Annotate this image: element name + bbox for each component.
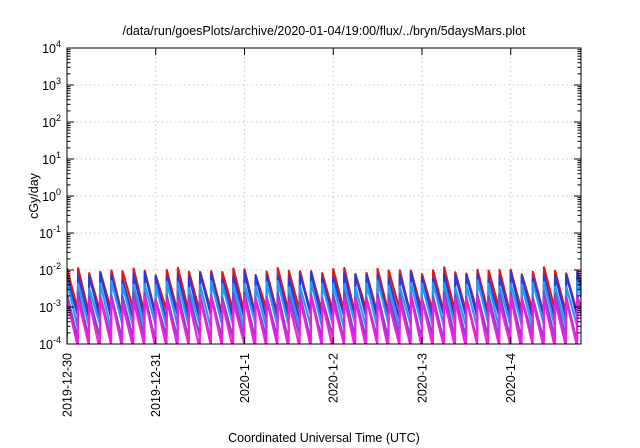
y-tick-label: 102: [42, 113, 61, 130]
y-tick-exponent: 0: [56, 187, 61, 197]
y-tick-base: 10: [39, 227, 53, 241]
y-tick-base: 10: [42, 42, 56, 56]
ticks: [66, 47, 581, 345]
x-tick-label: 2020-1-1: [238, 353, 252, 403]
y-tick-exponent: -4: [53, 335, 61, 345]
y-tick-label: 103: [42, 76, 61, 93]
y-tick-base: 10: [39, 338, 53, 352]
y-tick-base: 10: [42, 116, 56, 130]
y-tick-label: 10-1: [39, 224, 61, 241]
y-tick-label: 100: [42, 187, 61, 204]
series-group: [67, 266, 581, 344]
x-tick-label: 2020-1-2: [327, 353, 341, 403]
y-tick-base: 10: [39, 301, 53, 315]
y-tick-exponent: 3: [56, 76, 61, 86]
y-tick-label: 101: [42, 150, 61, 167]
y-tick-exponent: 2: [56, 113, 61, 123]
y-axis-label: cGy/day: [27, 172, 41, 219]
x-tick-labels: 2019-12-30 2019-12-31 2020-1-1 2020-1-2 2020…: [61, 353, 519, 417]
y-tick-label: 10-2: [39, 261, 61, 278]
y-tick-exponent: -1: [53, 224, 61, 234]
y-tick-exponent: 4: [56, 39, 61, 49]
x-tick-label: 2020-1-4: [504, 353, 518, 403]
y-tick-label: 104: [42, 39, 61, 56]
x-tick-label: 2019-12-31: [149, 353, 163, 417]
y-tick-label: 10-3: [39, 298, 61, 315]
y-tick-exponent: 1: [56, 150, 61, 160]
y-tick-base: 10: [42, 79, 56, 93]
x-axis-label: Coordinated Universal Time (UTC): [228, 431, 420, 445]
grid: [67, 48, 581, 344]
y-tick-base: 10: [42, 153, 56, 167]
series-line-5: [67, 294, 581, 344]
x-tick-label: 2020-1-3: [415, 353, 429, 403]
y-tick-base: 10: [42, 190, 56, 204]
chart-title: /data/run/goesPlots/archive/2020-01-04/1…: [122, 24, 526, 38]
x-tick-label: 2019-12-30: [61, 353, 75, 417]
y-tick-exponent: -2: [53, 261, 61, 271]
y-tick-exponent: -3: [53, 298, 61, 308]
y-tick-base: 10: [39, 264, 53, 278]
y-tick-label: 10-4: [39, 335, 61, 352]
